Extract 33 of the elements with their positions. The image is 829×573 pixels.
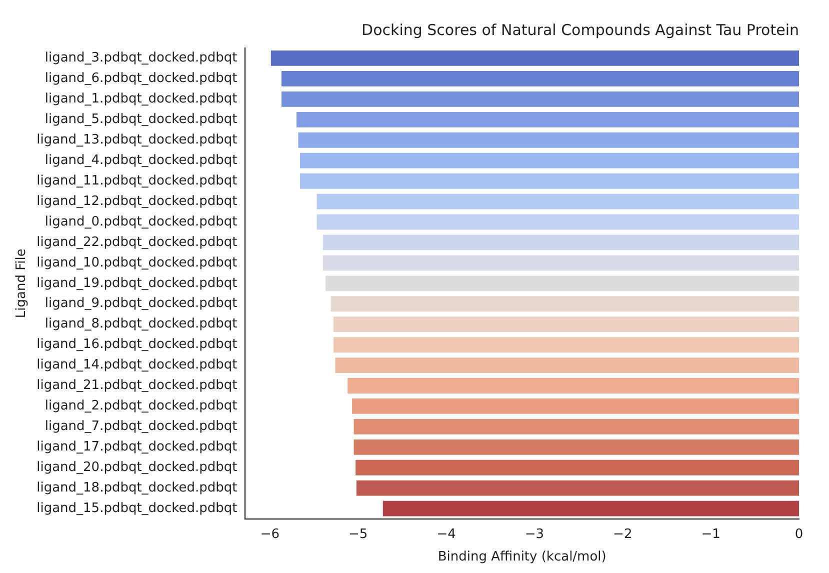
chart-title: Docking Scores of Natural Compounds Against Tau Protein — [362, 20, 799, 39]
x-tick-label: −6 — [260, 526, 280, 542]
y-tick-label: ligand_10.pdbqt_docked.pdbqt — [36, 255, 238, 270]
y-tick-label: ligand_18.pdbqt_docked.pdbqt — [36, 480, 238, 496]
y-tick-label: ligand_17.pdbqt_docked.pdbqt — [36, 440, 238, 455]
y-tick-label: ligand_9.pdbqt_docked.pdbqt — [44, 296, 238, 312]
y-tick-label: ligand_2.pdbqt_docked.pdbqt — [44, 398, 238, 414]
y-tick-label: ligand_13.pdbqt_docked.pdbqt — [36, 132, 238, 148]
y-tick-label: ligand_0.pdbqt_docked.pdbqt — [44, 214, 238, 230]
y-axis-title: Ligand File — [14, 248, 30, 318]
x-tick-label: 0 — [794, 526, 804, 542]
x-tick-label: −2 — [613, 526, 632, 542]
x-tick-label: −1 — [701, 526, 720, 542]
x-tick-label: −5 — [348, 526, 368, 542]
y-tick-label: ligand_11.pdbqt_docked.pdbqt — [36, 173, 238, 188]
x-axis-title: Binding Affinity (kcal/mol) — [438, 550, 606, 565]
y-tick-label: ligand_12.pdbqt_docked.pdbqt — [36, 194, 238, 209]
y-tick-label: ligand_16.pdbqt_docked.pdbqt — [36, 337, 238, 352]
y-tick-label: ligand_20.pdbqt_docked.pdbqt — [36, 460, 238, 475]
x-tick-label: −4 — [436, 526, 456, 542]
y-tick-label: ligand_3.pdbqt_docked.pdbqt — [44, 50, 238, 66]
x-tick-label: −3 — [524, 526, 544, 542]
y-tick-label: ligand_15.pdbqt_docked.pdbqt — [36, 500, 238, 516]
y-tick-label: ligand_6.pdbqt_docked.pdbqt — [44, 71, 238, 86]
y-tick-label: ligand_22.pdbqt_docked.pdbqt — [36, 234, 238, 250]
y-tick-label: ligand_19.pdbqt_docked.pdbqt — [36, 276, 238, 291]
y-tick-label: ligand_4.pdbqt_docked.pdbqt — [44, 152, 238, 168]
y-tick-label: ligand_7.pdbqt_docked.pdbqt — [44, 419, 238, 434]
y-tick-label: ligand_8.pdbqt_docked.pdbqt — [44, 316, 238, 332]
y-tick-label: ligand_14.pdbqt_docked.pdbqt — [36, 358, 238, 373]
y-tick-label: ligand_5.pdbqt_docked.pdbqt — [44, 112, 238, 128]
y-tick-label: ligand_1.pdbqt_docked.pdbqt — [44, 92, 238, 107]
y-tick-label: ligand_21.pdbqt_docked.pdbqt — [36, 378, 238, 394]
